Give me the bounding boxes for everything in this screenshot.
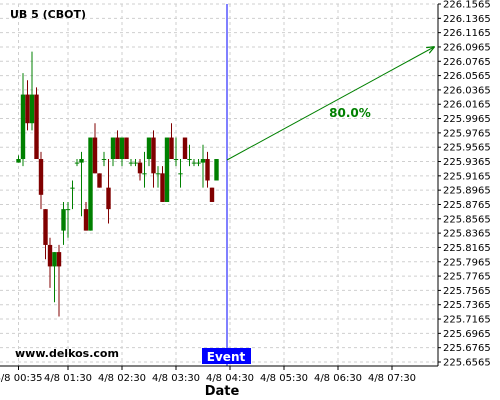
y-tick-label: 226.1565: [443, 0, 491, 11]
chart-title: UB 5 (CBOT): [10, 8, 86, 21]
x-tick-label: 4/8 03:30: [152, 373, 200, 384]
candle-body: [34, 94, 39, 160]
candle-body: [20, 94, 26, 160]
y-tick-label: 225.8765: [443, 200, 491, 211]
candle-body: [56, 252, 62, 267]
candle-body: [106, 187, 111, 210]
y-tick-label: 226.1365: [443, 14, 491, 25]
y-tick-label: 225.9965: [443, 114, 491, 125]
x-tick-label: 4/8 01:30: [44, 373, 92, 384]
y-tick-label: 225.6765: [443, 343, 491, 354]
y-tick-label: 226.0965: [443, 42, 491, 53]
y-tick-label: 225.9565: [443, 143, 491, 154]
y-tick-label: 225.7165: [443, 315, 491, 326]
candle-body: [142, 173, 147, 175]
candle-body: [74, 162, 80, 164]
candle-body: [92, 137, 98, 174]
watermark: www.delkos.com: [15, 347, 119, 360]
annotation: 80.0%: [329, 106, 371, 120]
candle-body: [182, 137, 188, 160]
candle-body: [209, 187, 215, 202]
candle-body: [70, 187, 75, 189]
candles: [16, 51, 219, 317]
y-tick-label: 226.0365: [443, 85, 491, 96]
x-tick-label: 4/8 06:30: [314, 373, 362, 384]
candle-body: [38, 159, 44, 195]
candle-body: [61, 209, 66, 231]
y-tick-label: 225.7565: [443, 286, 491, 297]
candle-body: [187, 159, 192, 161]
candle-body: [43, 209, 48, 245]
candle-body: [164, 137, 170, 202]
x-tick-label: 4/8 07:30: [368, 373, 416, 384]
candle-body: [124, 137, 129, 160]
y-tick-label: 226.0565: [443, 71, 491, 82]
y-tick-label: 225.7365: [443, 300, 491, 311]
candle-body: [16, 159, 21, 163]
candle-body: [169, 137, 174, 160]
y-tick-label: 225.9165: [443, 171, 491, 182]
y-tick-label: 225.6965: [443, 329, 491, 340]
candle-body: [65, 209, 71, 211]
grid: [0, 3, 438, 366]
candle-body: [110, 137, 116, 160]
x-tick-label: 4/8 02:30: [98, 373, 146, 384]
candle-body: [155, 173, 161, 175]
candle-body: [47, 244, 53, 267]
candle-body: [119, 137, 125, 160]
candle-body: [25, 94, 30, 124]
candle-body: [173, 159, 179, 161]
y-tick-label: 225.7765: [443, 272, 491, 283]
candle-body: [128, 162, 134, 164]
candle-body: [205, 159, 210, 181]
candle-body: [196, 162, 201, 164]
candle-body: [101, 159, 107, 161]
candle-body: [97, 173, 102, 188]
candle-body: [160, 173, 165, 202]
y-tick-label: 225.8365: [443, 229, 491, 240]
candle-body: [146, 137, 152, 160]
x-axis-label: Date: [205, 384, 240, 399]
candle-body: [214, 159, 219, 181]
candle-body: [200, 159, 206, 163]
candle-body: [52, 252, 57, 267]
candle-body: [191, 162, 197, 164]
event-label: Event: [207, 350, 246, 364]
x-tick-label: 4/8 04:30: [206, 373, 254, 384]
y-tick-label: 225.8565: [443, 214, 491, 225]
x-tick-label: 4/8 05:30: [260, 373, 308, 384]
y-tick-label: 225.6565: [443, 358, 491, 369]
y-tick-label: 225.8165: [443, 243, 491, 254]
candle-body: [137, 162, 143, 174]
y-tick-label: 225.9365: [443, 157, 491, 168]
y-tick-label: 226.0165: [443, 100, 491, 111]
x-tick-label: 4/8 00:35: [0, 373, 43, 384]
y-tick-label: 225.8965: [443, 186, 491, 197]
y-tick-label: 226.1165: [443, 28, 491, 39]
candle-body: [88, 137, 93, 231]
y-tick-label: 225.7965: [443, 257, 491, 268]
event-box: [202, 348, 251, 364]
candle-body: [133, 162, 138, 164]
y-tick-label: 225.9765: [443, 128, 491, 139]
candle-body: [151, 137, 156, 174]
y-tick-label: 226.0765: [443, 57, 491, 68]
candle-body: [178, 173, 183, 175]
candle-body: [115, 137, 120, 160]
forecast-arrow: [226, 47, 434, 161]
candle-body: [29, 94, 35, 124]
candle-body: [79, 159, 84, 163]
candle-body: [83, 209, 89, 231]
